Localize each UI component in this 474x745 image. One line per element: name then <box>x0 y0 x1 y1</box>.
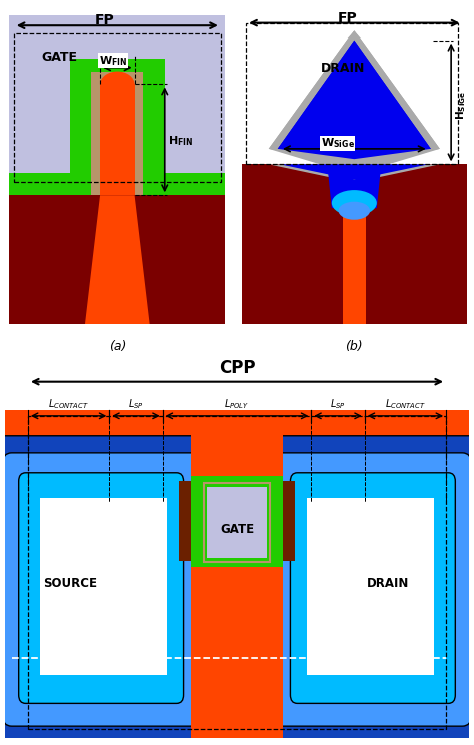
Text: GATE: GATE <box>42 51 78 64</box>
Bar <box>91 74 100 195</box>
Polygon shape <box>85 195 150 324</box>
Bar <box>39 498 167 675</box>
Bar <box>207 487 267 558</box>
Bar <box>191 475 283 567</box>
Polygon shape <box>278 41 431 149</box>
Bar <box>9 15 225 183</box>
Bar <box>28 416 446 729</box>
Bar <box>5 410 469 738</box>
Bar <box>179 481 295 561</box>
Bar <box>204 483 270 562</box>
Ellipse shape <box>332 190 377 216</box>
Text: (b): (b) <box>346 340 363 353</box>
Text: $L_{CONTACT}$: $L_{CONTACT}$ <box>385 397 426 411</box>
FancyBboxPatch shape <box>291 473 456 703</box>
Polygon shape <box>278 41 431 159</box>
Polygon shape <box>278 165 431 174</box>
Polygon shape <box>269 31 440 165</box>
Text: $L_{SP}$: $L_{SP}$ <box>330 397 346 411</box>
Text: SOURCE: SOURCE <box>43 577 97 589</box>
Text: FP: FP <box>94 13 114 27</box>
Bar <box>191 410 283 738</box>
FancyBboxPatch shape <box>255 436 474 744</box>
Bar <box>343 200 365 324</box>
Text: FP: FP <box>337 11 357 25</box>
Text: $L_{SP}$: $L_{SP}$ <box>128 397 144 411</box>
Bar <box>9 174 225 181</box>
Polygon shape <box>327 165 381 208</box>
Bar <box>70 66 109 195</box>
Bar <box>9 177 225 195</box>
Bar <box>100 84 135 195</box>
Text: $L_{POLY}$: $L_{POLY}$ <box>224 397 250 411</box>
Ellipse shape <box>338 202 370 220</box>
Bar <box>242 22 467 165</box>
Text: $\mathbf{W_{SiGe}}$: $\mathbf{W_{SiGe}}$ <box>320 136 355 150</box>
FancyBboxPatch shape <box>2 453 202 726</box>
Polygon shape <box>269 165 440 183</box>
Bar <box>135 74 143 195</box>
Bar <box>9 183 225 324</box>
Text: $L_{CONTACT}$: $L_{CONTACT}$ <box>48 397 89 411</box>
Text: DRAIN: DRAIN <box>367 577 409 589</box>
FancyBboxPatch shape <box>272 453 472 726</box>
Bar <box>91 72 143 84</box>
Text: $\mathbf{H_{SiGe}}$: $\mathbf{H_{SiGe}}$ <box>455 91 468 119</box>
Polygon shape <box>269 31 440 174</box>
Polygon shape <box>347 31 361 38</box>
Text: $\mathbf{H_{FIN}}$: $\mathbf{H_{FIN}}$ <box>168 133 193 148</box>
Polygon shape <box>280 165 428 180</box>
Text: CPP: CPP <box>219 359 255 377</box>
Bar <box>70 59 165 79</box>
Bar <box>126 66 165 195</box>
Ellipse shape <box>100 72 135 98</box>
Text: GATE: GATE <box>220 522 254 536</box>
Bar <box>246 22 458 165</box>
FancyBboxPatch shape <box>18 473 183 703</box>
FancyBboxPatch shape <box>0 436 219 744</box>
Text: (a): (a) <box>109 340 126 353</box>
Bar <box>242 165 467 324</box>
Bar <box>242 165 467 324</box>
Bar <box>14 33 221 183</box>
Text: Fin Bottom: Fin Bottom <box>325 644 391 654</box>
Bar <box>307 498 434 675</box>
Text: DRAIN: DRAIN <box>320 62 365 74</box>
Text: $\mathbf{W_{FIN}}$: $\mathbf{W_{FIN}}$ <box>99 54 128 68</box>
